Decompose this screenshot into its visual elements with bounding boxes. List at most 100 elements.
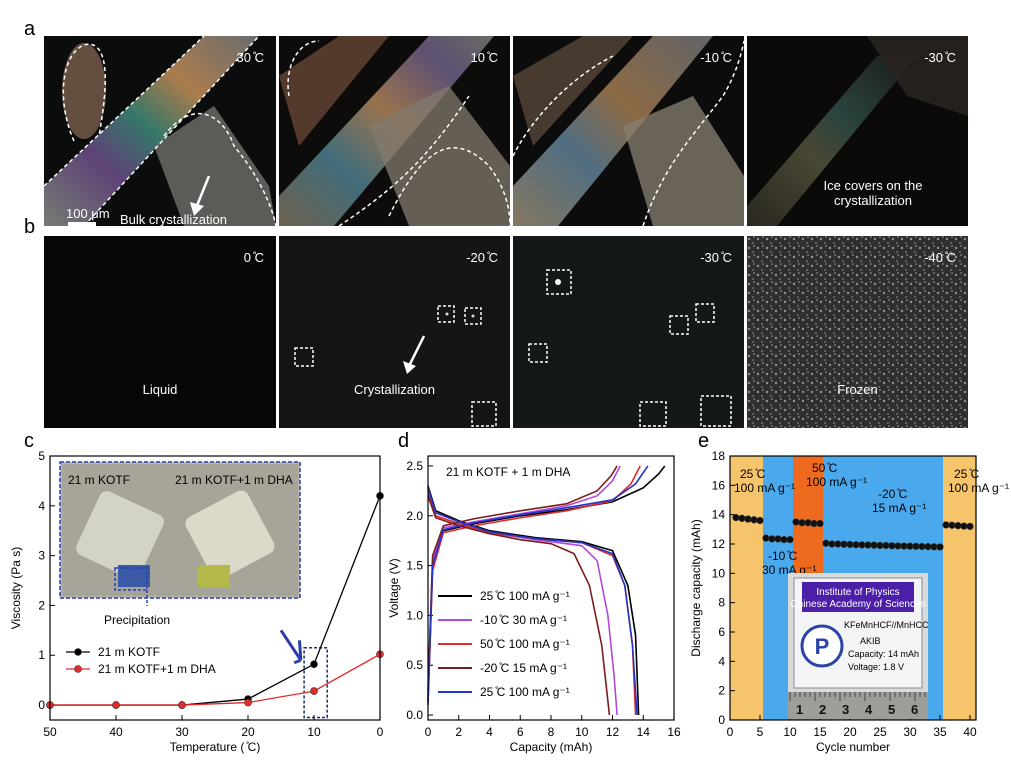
y-tick-label: 18 (712, 449, 726, 463)
y-tick-label: 14 (712, 508, 726, 522)
micrograph-a4: -30 ̊C Ice covers on the crystallization (747, 36, 968, 226)
ruler-number: 2 (819, 702, 826, 717)
band-label-0: 25 ̊C (740, 467, 766, 481)
x-tick-label: 0 (727, 725, 734, 739)
x-tick-label: 0 (425, 725, 432, 739)
zoom-arrow-icon (279, 629, 303, 665)
x-tick-label: 10 (575, 725, 589, 739)
x-tick-label: 35 (933, 725, 947, 739)
inset-label-left: 21 m KOTF (68, 473, 130, 487)
panel-label-c: c (24, 430, 34, 452)
highlight-box (303, 647, 328, 719)
band-0 (730, 456, 763, 720)
x-axis-label: Temperature ( ̊C) (170, 740, 261, 754)
charge-curve-3 (427, 465, 618, 691)
data-point (822, 539, 830, 547)
data-point (738, 514, 746, 522)
x-tick-label: 0 (377, 725, 384, 739)
frozen-texture (747, 236, 968, 428)
band-label-4: 25 ̊C (954, 467, 980, 481)
temperature-label: -20 ̊C (466, 250, 498, 265)
y-tick-label: 2.5 (406, 459, 423, 473)
x-tick-label: 8 (548, 725, 555, 739)
y-tick-label: 0.0 (406, 708, 423, 722)
data-point-0 (310, 660, 318, 669)
plot-frame (729, 455, 977, 721)
x-tick-label: 40 (963, 725, 977, 739)
band-label-1: -10 ̊C (768, 549, 798, 563)
micrograph-b4: -40 ̊C Frozen (747, 236, 968, 428)
inset-label-right: 21 m KOTF+1 m DHA (175, 473, 293, 487)
data-point-1 (112, 701, 120, 709)
data-point-1 (310, 687, 318, 695)
data-point (966, 522, 974, 531)
ruler-number: 1 (796, 702, 803, 717)
band-4 (943, 456, 976, 720)
legend-label-3: -20 ̊C 15 mA g⁻¹ (480, 661, 567, 675)
y-tick-label: 1 (38, 648, 45, 662)
series-line-1 (50, 653, 381, 706)
inset-line-3: KFeMnHCF//MnHCC (844, 620, 929, 630)
precipitation-label: Precipitation (104, 613, 170, 627)
crystal-drawing (513, 36, 744, 226)
y-axis-label: Voltage (V) (387, 558, 401, 617)
x-axis-label: Cycle number (816, 740, 890, 754)
discharge-curve-4 (427, 487, 638, 716)
y-tick-label: 0 (718, 713, 725, 727)
ruler-number: 4 (865, 702, 873, 717)
x-tick-label: 2 (455, 725, 462, 739)
y-tick-label: 16 (712, 478, 726, 492)
bulk-crystallization-label: Bulk crystallization (120, 212, 227, 226)
y-tick-label: 2.0 (406, 509, 423, 523)
data-point (756, 516, 764, 525)
y-tick-label: 4 (38, 499, 45, 513)
data-point-1 (178, 701, 186, 709)
x-tick-label: 12 (606, 725, 620, 739)
temperature-label: 0 ̊C (243, 250, 264, 265)
data-point-1 (244, 698, 252, 707)
x-tick-label: 5 (757, 725, 764, 739)
data-point (792, 518, 800, 526)
x-tick-label: 25 (873, 725, 887, 739)
legend-marker-0 (74, 648, 82, 656)
crystal-markers (294, 305, 497, 427)
chart-title: 21 m KOTF + 1 m DHA (446, 465, 570, 479)
data-point (762, 534, 770, 542)
ruler-number: 3 (842, 702, 849, 717)
micrograph-a3: -10 ̊C (513, 36, 744, 226)
legend-label-4: 25 ̊C 100 mA g⁻¹ (480, 685, 570, 699)
x-tick-label: 50 (43, 725, 57, 739)
y-axis-label: Discharge capacity (mAh) (689, 519, 703, 656)
temperature-label: -30 ̊C (924, 50, 956, 65)
legend-label-1: -10 ̊C 30 mA g⁻¹ (480, 613, 567, 627)
x-tick-label: 16 (667, 725, 681, 739)
y-tick-label: 8 (718, 596, 725, 610)
y-axis-label: Viscosity (Pa s) (9, 547, 23, 629)
legend-label-0: 25 ̊C 100 mA g⁻¹ (480, 589, 570, 603)
inset-photo: 21 m KOTF 21 m KOTF+1 m DHA (59, 461, 301, 606)
y-tick-label: 3 (38, 549, 45, 563)
data-point (786, 535, 794, 544)
charge-curve-1 (427, 465, 621, 696)
crystal-drawing (44, 36, 276, 226)
data-point (774, 535, 782, 543)
y-tick-label: 5 (38, 449, 45, 463)
y-tick-label: 4 (718, 654, 725, 668)
temperature-label: 30 ̊C (236, 50, 264, 65)
precipitation-box (114, 567, 148, 591)
panel-label-b: b (24, 216, 36, 238)
y-tick-label: 10 (712, 566, 726, 580)
plot-frame (427, 455, 675, 721)
charge-curve-2 (427, 465, 641, 706)
data-point (936, 543, 944, 551)
y-tick-label: 6 (718, 625, 725, 639)
liquid-label: Liquid (142, 382, 178, 397)
label-banner (802, 582, 914, 612)
micrograph-b2: -20 ̊C Crystallization (279, 236, 510, 428)
temperature-label: 10 ̊C (470, 50, 498, 65)
data-point (816, 519, 824, 528)
voltage-capacity-chart: 0 2 4 6 8 10 12 14 16 0.0 0.5 1.0 1.5 2.0 2.5 Capacity … (387, 455, 681, 754)
ruler-number: 6 (911, 702, 918, 717)
legend-label-2: 50 ̊C 100 mA g⁻¹ (480, 637, 570, 651)
discharge-curve-3 (427, 495, 611, 716)
